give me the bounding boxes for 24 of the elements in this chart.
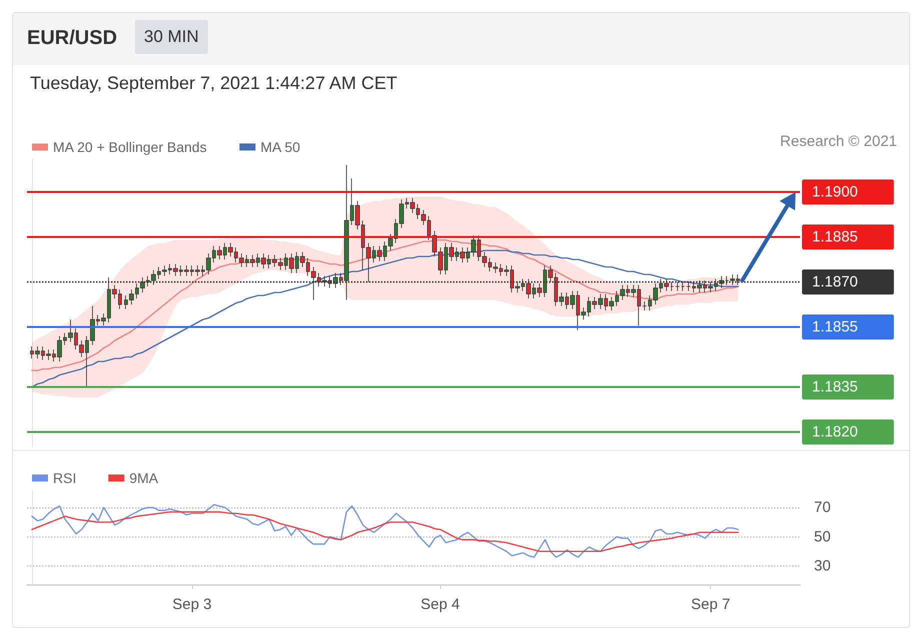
line-series xyxy=(31,250,739,388)
legend-label: MA 50 xyxy=(260,139,300,155)
legend-label: 9MA xyxy=(129,470,159,486)
chart-subtitle: 30 MIN xyxy=(135,20,208,54)
y-tick-label: 1.1820 xyxy=(812,424,858,440)
y-tick-label: 30 xyxy=(814,558,831,574)
legend-label: RSI xyxy=(53,470,76,486)
y-tick-label: 70 xyxy=(814,499,831,516)
y-tick-label: 1.1870 xyxy=(812,274,858,290)
line-series xyxy=(31,239,739,372)
x-tick-label: Sep 4 xyxy=(420,596,460,613)
y-tick-label: 50 xyxy=(814,528,831,546)
text: Research © 2021 xyxy=(780,133,897,150)
legend-label: MA 20 + Bollinger Bands xyxy=(53,139,207,155)
line-series xyxy=(31,511,739,552)
text: Tuesday, September 7, 2021 1:44:27 AM CET xyxy=(30,73,398,94)
x-tick-label: Sep 7 xyxy=(691,596,730,613)
y-tick-label: 1.1900 xyxy=(812,184,858,200)
y-tick-label: 1.1835 xyxy=(812,378,858,396)
y-tick-label: 1.1885 xyxy=(812,228,858,246)
chart-title: EUR/USD xyxy=(27,27,118,50)
y-tick-label: 1.1855 xyxy=(812,318,858,336)
x-tick-label: Sep 3 xyxy=(172,596,212,613)
line-series xyxy=(31,504,739,558)
